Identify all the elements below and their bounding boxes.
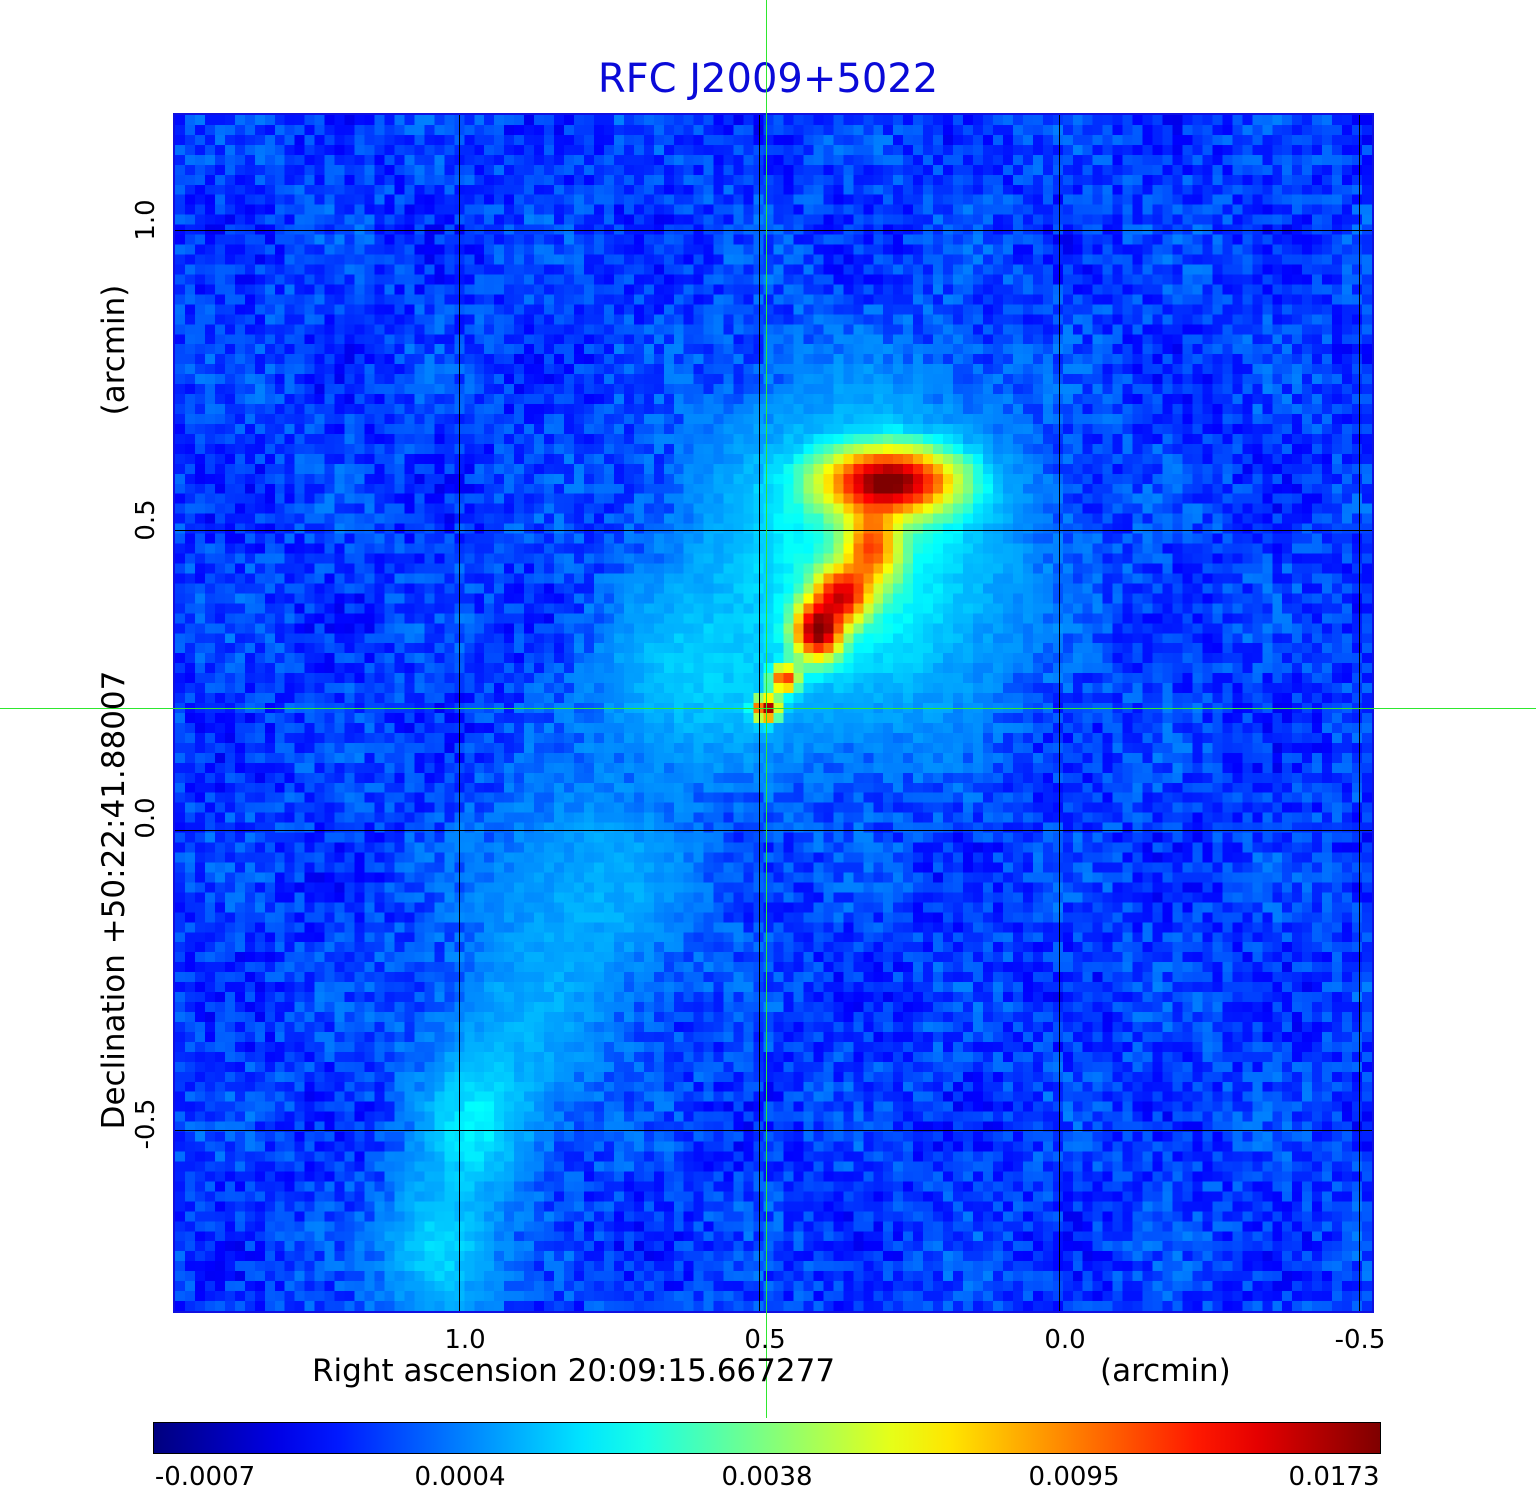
chart-title: RFC J2009+5022 [597,56,939,102]
grid-line-y-1.0 [175,230,1372,231]
x-tick-label: -0.5 [1334,1325,1386,1355]
colorbar-tick-label: 0.0038 [721,1462,813,1492]
x-axis-label: Right ascension 20:09:15.667277 [312,1353,836,1389]
colorbar-tick-label: 0.0004 [414,1462,506,1492]
heatmap-image[interactable] [175,115,1372,1311]
grid-line-x--0.5 [1359,115,1360,1311]
y-axis-label: Declination +50:22:41.88007 [96,670,132,1130]
crosshair-vertical [766,0,767,1418]
grid-line-y-0.0 [175,830,1372,831]
image-plot-area[interactable] [173,113,1374,1313]
grid-line-x-0.5 [759,115,760,1311]
crosshair-horizontal [0,708,1536,709]
y-tick-label: 0.0 [131,797,161,839]
colorbar [153,1422,1381,1454]
y-axis-unit: (arcmin) [96,284,132,416]
x-tick-label: 1.0 [444,1325,486,1355]
grid-line-x-1.0 [459,115,460,1311]
y-tick-label: 0.5 [131,499,161,541]
colorbar-tick-label: -0.0007 [154,1462,256,1492]
y-tick-label: 1.0 [131,199,161,241]
grid-line-x-0.0 [1059,115,1060,1311]
x-tick-label: 0.5 [744,1325,786,1355]
y-tick-label: -0.5 [131,1098,161,1150]
colorbar-tick-label: 0.0095 [1028,1462,1120,1492]
colorbar-tick-label: 0.0173 [1288,1462,1380,1492]
x-axis-unit: (arcmin) [1100,1353,1231,1389]
grid-line-y-0.5 [175,530,1372,531]
grid-line-y--0.5 [175,1130,1372,1131]
x-tick-label: 0.0 [1044,1325,1086,1355]
